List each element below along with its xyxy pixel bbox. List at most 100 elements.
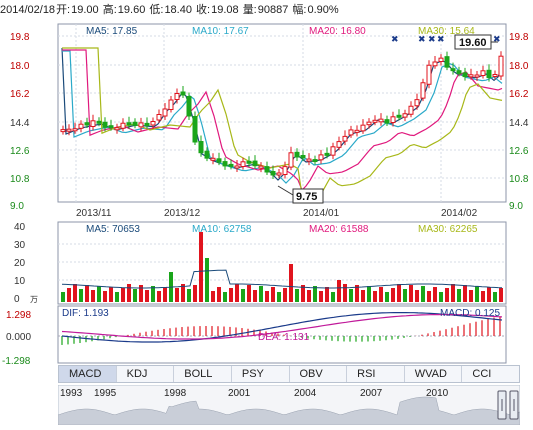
volume-bar xyxy=(379,287,383,302)
price-x-tick: 2013/11 xyxy=(76,208,112,219)
slider-year: 1995 xyxy=(94,388,117,399)
price-candle xyxy=(120,122,126,129)
legend-ma20: MA20: 16.80 xyxy=(309,26,366,37)
tab-kdj[interactable]: KDJ xyxy=(117,366,175,382)
price-y-tick-right: 12.6 xyxy=(509,146,529,157)
volume-bar xyxy=(133,289,137,302)
volume-bar xyxy=(97,286,101,302)
price-y-tick-right: 16.2 xyxy=(509,89,529,100)
price-y-tick: 10.8 xyxy=(10,174,30,185)
volume-y-tick: 10 xyxy=(14,276,26,287)
price-y-tick-right: 9.0 xyxy=(509,201,523,212)
star-marker-icon: ✖ xyxy=(428,34,436,44)
price-candle xyxy=(66,128,72,132)
low-value: 18.40 xyxy=(164,4,192,16)
tab-rsi[interactable]: RSI xyxy=(347,366,405,382)
tab-psy[interactable]: PSY xyxy=(232,366,290,382)
price-candle xyxy=(258,165,264,169)
volume-bar xyxy=(235,284,239,302)
star-marker-icon: ✖ xyxy=(391,34,399,44)
price-x-axis: 2013/11 2013/12 2014/01 2014/02 xyxy=(76,208,478,219)
history-range-slider[interactable]: 1993 1995 1998 2001 2004 2007 2010 xyxy=(58,385,520,425)
min-tag: 9.75 xyxy=(296,191,317,203)
price-candle xyxy=(252,160,258,167)
ma20-line xyxy=(62,49,503,192)
price-candle xyxy=(390,116,396,124)
price-y-tick: 18.0 xyxy=(10,61,30,72)
low-label: 低: xyxy=(149,4,164,16)
price-candle xyxy=(198,141,204,154)
min-tag-box xyxy=(292,188,324,204)
macd-y-axis: 1.298 0.000 -1.298 xyxy=(2,310,31,367)
vol-legend-ma10: MA10: 62758 xyxy=(192,224,252,235)
price-candle xyxy=(162,108,168,117)
volume-bar xyxy=(193,285,197,302)
star-marker-icon: ✖ xyxy=(437,34,445,44)
price-candle xyxy=(348,129,354,136)
price-candle xyxy=(450,68,456,72)
price-candle xyxy=(330,146,336,156)
volume-bar xyxy=(163,287,167,302)
price-x-tick: 2014/01 xyxy=(303,208,340,219)
volume-bar xyxy=(139,285,143,302)
price-candle xyxy=(408,105,414,115)
legend-ma5: MA5: 17.85 xyxy=(86,26,138,37)
volume-bar xyxy=(313,286,317,302)
tab-boll[interactable]: BOLL xyxy=(174,366,232,382)
volume-bar xyxy=(493,292,497,302)
volume-bar xyxy=(259,286,263,302)
price-candle xyxy=(378,118,384,123)
volume-bar xyxy=(421,286,425,302)
volume-bar xyxy=(223,292,227,302)
price-candle xyxy=(114,127,120,131)
slider-year: 2004 xyxy=(294,388,317,399)
volume-bar xyxy=(319,291,323,302)
volume-bar xyxy=(373,291,377,302)
volume-legend: MA5: 70653 MA10: 62758 MA20: 61588 MA30:… xyxy=(86,224,478,235)
price-y-axis: 19.8 18.0 16.2 14.4 12.6 10.8 9.0 19.8 1… xyxy=(10,32,529,212)
legend-ma30: MA30: 15.64 xyxy=(418,26,475,37)
price-candle xyxy=(294,151,300,158)
price-candle xyxy=(138,122,144,128)
volume-bar xyxy=(289,264,293,302)
volume-bar xyxy=(427,291,431,302)
open-label: 开: xyxy=(56,4,71,16)
volume-bar xyxy=(397,284,401,302)
price-candle xyxy=(126,122,132,126)
price-candle xyxy=(228,163,234,167)
price-candle xyxy=(288,152,294,168)
volume-bar xyxy=(271,287,275,302)
price-candle xyxy=(174,93,180,100)
price-x-tick: 2013/12 xyxy=(164,208,201,219)
price-candle xyxy=(312,159,318,163)
volume-bar xyxy=(457,289,461,302)
price-candle xyxy=(342,135,348,142)
volume-bar xyxy=(253,290,257,302)
vol-legend-ma30: MA30: 62265 xyxy=(418,224,478,235)
price-candle xyxy=(318,154,324,161)
slider-year: 1998 xyxy=(164,388,187,399)
macd-dif: DIF: 1.193 xyxy=(62,308,109,319)
volume-bar xyxy=(487,287,491,302)
volume-bar xyxy=(325,287,329,302)
tab-cci[interactable]: CCI xyxy=(472,368,492,380)
volume-y-axis: 40 30 20 10 0 万 xyxy=(14,222,38,305)
price-candle xyxy=(168,99,174,110)
volume-bar xyxy=(445,288,449,302)
volume-bar xyxy=(343,284,347,302)
price-candle xyxy=(384,119,390,124)
volume-bar xyxy=(415,290,419,302)
price-candle xyxy=(210,157,216,161)
legend-ma10: MA10: 17.67 xyxy=(192,26,249,37)
tab-wvad[interactable]: WVAD xyxy=(405,366,463,382)
tab-macd[interactable]: MACD xyxy=(59,366,117,382)
tab-obv[interactable]: OBV xyxy=(290,366,348,382)
price-y-tick: 14.4 xyxy=(10,118,30,129)
price-candle xyxy=(282,166,288,176)
price-candle xyxy=(60,129,66,133)
price-candle xyxy=(270,171,276,176)
price-candle xyxy=(474,74,480,78)
volume-bar xyxy=(229,288,233,302)
volume-bar xyxy=(475,286,479,302)
